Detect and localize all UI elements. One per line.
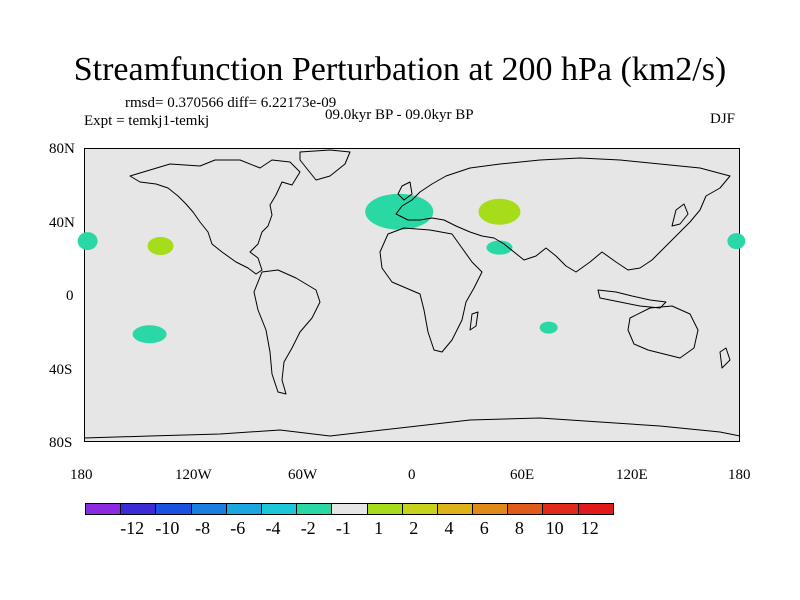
coast-south-america <box>253 269 321 395</box>
colorbar-label: 1 <box>374 518 384 538</box>
anomaly-north-pacific-east <box>77 232 98 251</box>
colorbar-label: -8 <box>195 518 211 538</box>
lat-tick-80s: 80S <box>49 435 73 451</box>
experiment-label: Expt = temkj1-temkj <box>84 113 210 129</box>
lon-tick-60w: 60W <box>288 467 318 483</box>
colorbar-label: -12 <box>120 518 145 538</box>
colorbar-label: 6 <box>479 518 489 538</box>
colorbar-swatch <box>85 503 122 515</box>
period-label: 09.0kyr BP - 09.0kyr BP <box>325 107 474 123</box>
colorbar-swatch <box>296 503 333 515</box>
colorbar-label: 4 <box>444 518 454 538</box>
colorbar-swatch <box>577 503 614 515</box>
colorbar-label: 2 <box>409 518 419 538</box>
colorbar-label: -1 <box>335 518 351 538</box>
colorbar-label: -2 <box>300 518 316 538</box>
lon-tick-120e: 120E <box>616 467 648 483</box>
lon-tick-180w: 180 <box>70 467 93 483</box>
anomaly-north-pacific-west <box>727 233 746 250</box>
colorbar-swatch <box>260 503 298 515</box>
colorbar-label: 10 <box>545 518 564 538</box>
plot-title: Streamfunction Perturbation at 200 hPa (… <box>73 51 727 88</box>
lat-tick-eq: 0 <box>66 288 74 304</box>
colorbar-label: 12 <box>580 518 599 538</box>
colorbar-label: 8 <box>514 518 524 538</box>
coast-madagascar <box>469 311 479 331</box>
lon-tick-120w: 120W <box>175 467 212 483</box>
colorbar <box>85 503 614 515</box>
lat-tick-40n: 40N <box>49 215 75 231</box>
lon-tick-0: 0 <box>408 467 416 483</box>
colorbar-swatch <box>225 503 262 515</box>
colorbar-swatch <box>120 503 157 515</box>
anomaly-middle-east <box>486 240 513 255</box>
colorbar-label: -10 <box>155 518 180 538</box>
coast-greenland <box>299 149 351 181</box>
colorbar-swatch <box>507 503 544 515</box>
colorbar-swatch <box>472 503 509 515</box>
anomaly-central-pacific <box>147 237 174 255</box>
colorbar-swatch <box>366 503 403 515</box>
coast-indonesia <box>597 289 667 309</box>
coast-antarctica <box>83 417 741 439</box>
colorbar-swatch <box>436 503 474 515</box>
lon-tick-60e: 60E <box>510 467 535 483</box>
season-label: DJF <box>710 111 736 127</box>
colorbar-swatch <box>190 503 227 515</box>
coast-africa <box>379 227 483 353</box>
colorbar-swatch <box>542 503 579 515</box>
coast-australia <box>627 305 699 359</box>
colorbar-swatch <box>401 503 438 515</box>
lat-tick-40s: 40S <box>49 362 73 378</box>
coastlines <box>83 149 741 439</box>
coast-british-isles <box>397 181 413 201</box>
coast-eurasia <box>395 157 731 273</box>
anomaly-eastern-europe <box>478 198 521 225</box>
anomaly-south-pacific <box>132 325 167 344</box>
anomaly-north-atlantic <box>365 193 434 230</box>
colorbar-label: -4 <box>265 518 281 538</box>
colorbar-swatch <box>155 503 192 515</box>
lon-tick-180e: 180 <box>728 467 751 483</box>
lat-tick-80n: 80N <box>49 141 75 157</box>
colorbar-swatch <box>331 503 368 515</box>
coast-japan <box>671 203 689 227</box>
anomaly-indian-ocean <box>539 321 558 334</box>
anomaly-layer <box>77 193 746 344</box>
colorbar-label: -6 <box>230 518 246 538</box>
stats-label: rmsd= 0.370566 diff= 6.22173e-09 <box>125 95 337 111</box>
coast-new-zealand <box>719 347 731 369</box>
coast-north-america <box>129 159 301 275</box>
